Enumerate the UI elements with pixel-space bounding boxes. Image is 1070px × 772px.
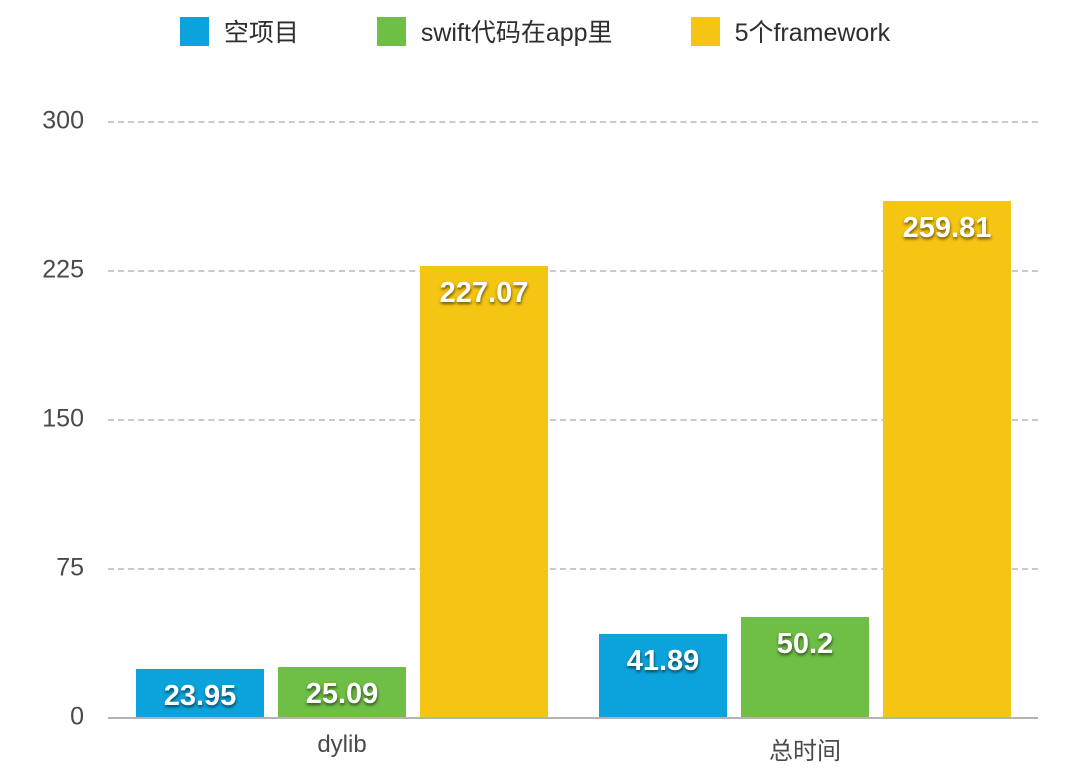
bar-value-label: 23.95 — [163, 680, 237, 713]
x-axis-label-total-time: 总时间 — [769, 738, 841, 765]
legend-item-empty-project: 空项目 — [179, 13, 299, 49]
legend-label-swift-code-in-app: swift代码在app里 — [420, 19, 613, 47]
gridline-150 — [108, 419, 1038, 421]
bar-series1-group1: 50.2 — [741, 617, 869, 717]
legend-item-5-frameworks: 5个framework — [690, 13, 891, 49]
x-axis-baseline — [108, 717, 1038, 719]
y-axis-tick-label-0: 0 — [70, 702, 84, 731]
y-axis-tick-label-75: 75 — [56, 553, 84, 582]
legend-item-swift-code-in-app: swift代码在app里 — [376, 13, 613, 49]
bar-value-label: 50.2 — [776, 628, 834, 661]
legend-label-empty-project: 空项目 — [223, 19, 299, 47]
bar-series2-group1: 259.81 — [883, 200, 1011, 717]
legend-swatch-blue — [179, 16, 209, 46]
bar-series1-group0: 25.09 — [278, 667, 406, 717]
legend-swatch-yellow — [690, 16, 720, 46]
legend-swatch-green — [376, 16, 406, 46]
bar-value-label: 259.81 — [902, 211, 992, 244]
chart-legend: 空项目 swift代码在app里 5个framework — [0, 14, 1070, 48]
y-axis-tick-label-225: 225 — [42, 255, 84, 284]
bar-value-label: 227.07 — [439, 276, 529, 309]
y-axis-tick-label-300: 300 — [42, 106, 84, 135]
bar-series0-group0: 23.95 — [136, 669, 264, 717]
x-axis-label-dylib: dylib — [317, 731, 367, 758]
gridline-300 — [108, 121, 1038, 123]
bar-value-label: 41.89 — [626, 644, 700, 677]
bar-series2-group0: 227.07 — [420, 265, 548, 717]
y-axis-tick-label-150: 150 — [42, 404, 84, 433]
gridline-75 — [108, 568, 1038, 570]
gridline-225 — [108, 270, 1038, 272]
bar-series0-group1: 41.89 — [599, 633, 727, 717]
legend-label-5-frameworks: 5个framework — [734, 19, 891, 47]
bar-value-label: 25.09 — [305, 678, 379, 711]
